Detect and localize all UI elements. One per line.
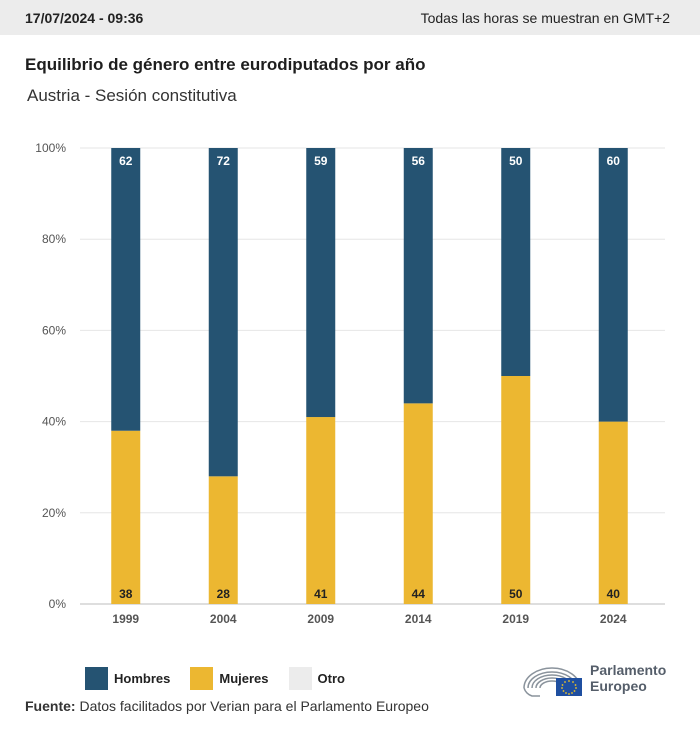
legend-item-mujeres[interactable]: Mujeres (190, 667, 269, 690)
y-tick-label: 80% (42, 232, 66, 246)
legend-swatch-hombres (85, 667, 108, 690)
data-label-hombres: 56 (412, 154, 426, 168)
data-label-hombres: 59 (314, 154, 328, 168)
logo-line2: Europeo (590, 678, 647, 694)
logo-text: Parlamento Europeo (590, 662, 666, 694)
bar-hombres (501, 148, 531, 376)
source-text: Datos facilitados por Verian para el Par… (79, 698, 429, 714)
source-note: Fuente: Datos facilitados por Verian par… (25, 698, 429, 714)
legend-label: Mujeres (219, 671, 269, 686)
bar-chart: 0% 20% 40% 60% 80% 100% 62 38 1999 72 28 2004 59 41 20… (35, 141, 665, 626)
bar-hombres (111, 148, 141, 431)
legend-swatch-mujeres (190, 667, 214, 690)
bar-hombres (403, 148, 433, 404)
y-tick-label: 0% (49, 597, 67, 611)
bar-mujeres (501, 376, 531, 604)
legend: Hombres Mujeres Otro (85, 667, 365, 690)
source-label: Fuente: (25, 698, 76, 714)
x-tick-label: 2014 (405, 612, 432, 626)
x-tick-label: 2024 (600, 612, 627, 626)
x-tick-label: 2004 (210, 612, 237, 626)
x-tick-label: 2009 (307, 612, 334, 626)
data-label-mujeres: 44 (412, 587, 426, 601)
bar-mujeres (598, 421, 628, 604)
data-label-mujeres: 40 (607, 587, 621, 601)
european-parliament-logo-icon (523, 667, 582, 697)
data-label-mujeres: 41 (314, 587, 328, 601)
y-tick-label: 60% (42, 323, 66, 337)
data-label-hombres: 62 (119, 154, 133, 168)
bar-mujeres (111, 430, 141, 604)
data-label-hombres: 72 (217, 154, 231, 168)
y-tick-label: 100% (35, 141, 66, 155)
data-label-hombres: 50 (509, 154, 523, 168)
timezone-note: Todas las horas se muestran en GMT+2 (420, 9, 670, 26)
legend-swatch-otro (288, 667, 312, 690)
legend-label: Otro (317, 671, 345, 686)
timestamp: 17/07/2024 - 09:36 (25, 9, 144, 26)
y-tick-label: 40% (42, 415, 66, 429)
logo-line1: Parlamento (590, 662, 667, 678)
data-label-mujeres: 28 (217, 587, 231, 601)
bar-hombres (306, 148, 336, 418)
top-bar: 17/07/2024 - 09:36 Todas las horas se mu… (0, 0, 700, 35)
bar-mujeres (306, 417, 336, 604)
chart-subtitle: Austria - Sesión constitutiva (27, 86, 237, 105)
data-label-mujeres: 38 (119, 587, 133, 601)
chart-title: Equilibrio de género entre eurodiputados… (25, 55, 426, 74)
legend-item-otro[interactable]: Otro (288, 667, 345, 690)
x-tick-label: 2019 (502, 612, 529, 626)
legend-label: Hombres (114, 671, 171, 686)
legend-item-hombres[interactable]: Hombres (85, 667, 170, 690)
x-tick-label: 1999 (112, 612, 139, 626)
bar-mujeres (208, 476, 238, 604)
european-parliament-logo[interactable]: Parlamento Europeo (520, 658, 666, 698)
bar-hombres (598, 148, 628, 422)
bar-hombres (208, 148, 238, 477)
data-label-mujeres: 50 (509, 587, 523, 601)
bar-mujeres (403, 403, 433, 604)
data-label-hombres: 60 (607, 154, 621, 168)
y-tick-label: 20% (42, 506, 66, 520)
